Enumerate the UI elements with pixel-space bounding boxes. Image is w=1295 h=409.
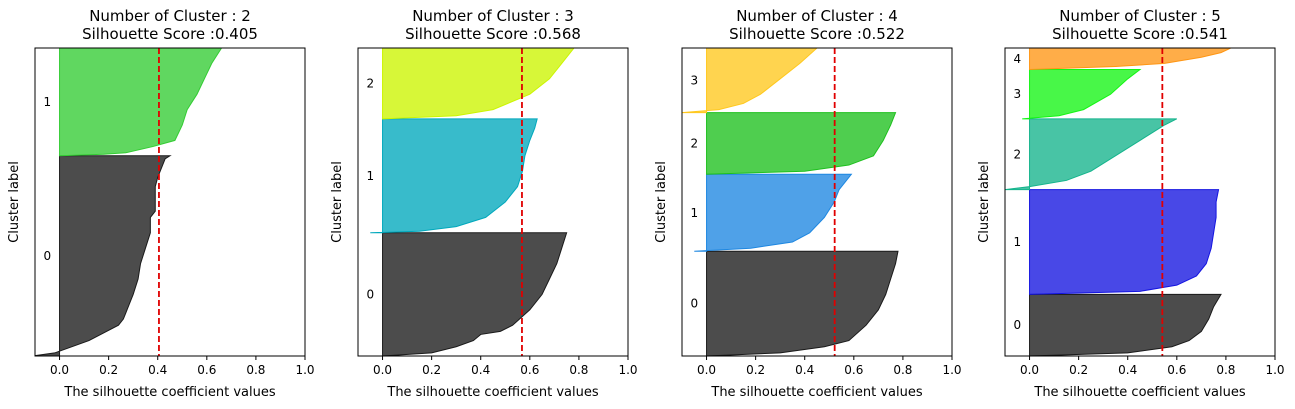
chart-subtitle-score: Silhouette Score :0.405 [82,25,258,43]
x-tick-label: 0.8 [569,363,588,377]
axes-frame [34,47,306,357]
x-axis-label: The silhouette coefficient values [710,385,922,400]
chart-title: Number of Cluster : 2 [89,7,251,25]
x-tick-label: 0.8 [893,363,912,377]
cluster-1-silhouette [370,118,538,234]
x-tick-label: 0.6 [520,363,539,377]
x-tick-label: 0.0 [373,363,392,377]
x-axis-label: The silhouette coefficient values [63,385,275,400]
cluster-2-silhouette [1005,118,1178,191]
cluster-label-2: 2 [1013,147,1021,161]
cluster-3-silhouette [1022,69,1142,120]
axes-frame [357,47,629,357]
chart-title: Number of Cluster : 3 [412,7,574,25]
cluster-label-1: 1 [1013,235,1021,249]
cluster-label-1: 1 [690,206,698,220]
plot-area [682,48,899,356]
x-tick-label: 0.4 [148,363,167,377]
x-tick-label: 0.6 [844,363,863,377]
plot-area [1005,48,1232,356]
x-axis-label: The silhouette coefficient values [386,385,598,400]
plot-area [35,48,223,356]
cluster-label-0: 0 [690,297,698,311]
cluster-0-silhouette [382,232,568,356]
cluster-2-silhouette [382,48,575,120]
cluster-label-0: 0 [1013,318,1021,332]
silhouette-panel-2: 0 1 2 0.0 0.2 0.4 0.6 0.8 1.0 The silhouette coef… [330,7,638,400]
x-axis-label: The silhouette coefficient values [1033,385,1245,400]
chart-title: Number of Cluster : 5 [1059,7,1221,25]
silhouette-panel-4: 0 1 2 3 4 0.0 0.2 0.4 0.6 0.8 1.0 The silhouette co… [977,7,1285,400]
cluster-3-silhouette [682,48,818,114]
y-axis-label: Cluster label [7,161,22,243]
cluster-1-silhouette [1029,189,1220,295]
x-tick-label: 1.0 [942,363,961,377]
x-tick-label: 1.0 [295,363,314,377]
chart-subtitle-score: Silhouette Score :0.541 [1052,25,1228,43]
chart-title: Number of Cluster : 4 [736,7,898,25]
cluster-label-3: 3 [1013,87,1021,101]
x-tick-label: 0.8 [246,363,265,377]
x-tick-label: 0.0 [50,363,69,377]
cluster-label-2: 2 [366,76,374,90]
cluster-label-1: 1 [366,169,374,183]
x-tick-label: 0.6 [197,363,216,377]
cluster-1-silhouette [694,173,853,252]
x-tick-label: 1.0 [618,363,637,377]
cluster-2-silhouette [706,112,897,175]
y-axis-label: Cluster label [654,161,669,243]
x-tick-label: 1.0 [1265,363,1284,377]
cluster-label-0: 0 [366,287,374,301]
x-tick-label: 0.4 [795,363,814,377]
silhouette-panel-1: 0 1 0.0 0.2 0.4 0.6 0.8 1.0 The silhouette coeff… [7,7,315,400]
cluster-1-silhouette [59,48,223,157]
cluster-0-silhouette [1029,293,1222,356]
cluster-label-1: 1 [43,95,51,109]
plot-area [370,48,575,356]
cluster-label-4: 4 [1013,52,1021,66]
x-tick-label: 0.4 [1118,363,1137,377]
axes-frame [1004,47,1276,357]
x-tick-label: 0.0 [1020,363,1039,377]
x-tick-label: 0.2 [422,363,441,377]
axes-frame [681,47,953,357]
y-axis-label: Cluster label [330,161,345,243]
y-axis-label: Cluster label [977,161,992,243]
chart-subtitle-score: Silhouette Score :0.522 [729,25,905,43]
cluster-label-2: 2 [690,136,698,150]
cluster-0-silhouette [35,155,172,356]
x-tick-label: 0.4 [471,363,490,377]
cluster-0-silhouette [706,250,899,356]
cluster-4-silhouette [1029,48,1232,71]
x-tick-label: 0.2 [746,363,765,377]
cluster-label-3: 3 [690,73,698,87]
x-tick-label: 0.6 [1167,363,1186,377]
x-tick-label: 0.8 [1216,363,1235,377]
x-tick-label: 0.2 [1069,363,1088,377]
x-tick-label: 0.0 [697,363,716,377]
chart-subtitle-score: Silhouette Score :0.568 [405,25,581,43]
x-tick-label: 0.2 [99,363,118,377]
cluster-label-0: 0 [43,249,51,263]
silhouette-panel-3: 0 1 2 3 0.0 0.2 0.4 0.6 0.8 1.0 The silhouette coe… [654,7,962,400]
